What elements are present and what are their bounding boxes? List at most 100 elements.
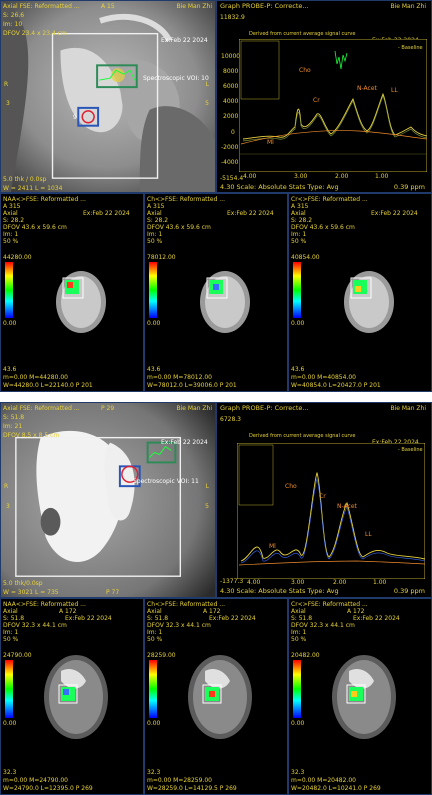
colorbar-min: 0.00 <box>291 320 305 327</box>
map-series: A 315 <box>3 203 21 210</box>
map-dfov: DFOV 43.6 x 59.6 cm <box>291 224 355 231</box>
map-date: Ex:Feb 22 2024 <box>227 210 274 217</box>
y-tick-7: -2000 <box>221 144 239 151</box>
bottom-map-cr[interactable]: Cr<>FSE: Reformatted ... A 172 Axial S: … <box>288 598 432 795</box>
map-dfov: DFOV 43.6 x 59.6 cm <box>147 224 211 231</box>
bottom-map-naa[interactable]: NAA<>FSE: Reformatted ... A 172 Axial S:… <box>0 598 144 795</box>
map-date: Ex:Feb 22 2024 <box>209 615 256 622</box>
map-window-level: W=24790.0 L=12395.0 P 269 <box>3 785 93 792</box>
x-tick-4: 1.00 <box>375 173 389 180</box>
colorbar-min: 0.00 <box>291 720 305 727</box>
colorbar-min: 0.00 <box>3 720 17 727</box>
y-tick-6: 0 <box>231 129 235 136</box>
graph-ppm: 0.39 ppm <box>393 183 425 191</box>
legend-title: Derived from current average signal curv… <box>249 31 356 37</box>
map-title: NAA<>FSE: Reformatted ... <box>3 196 86 203</box>
x-tick-1: 4.00 <box>247 579 261 586</box>
map-plane: Axial <box>147 608 162 615</box>
spectroscopic-voi-label: Spectroscopic VOI: 10 <box>143 75 209 82</box>
map-opacity: 50 % <box>291 636 307 643</box>
map-date: Ex:Feb 22 2024 <box>371 210 418 217</box>
map-slice: S: 28.2 <box>147 217 169 224</box>
x-tick-1: 4.00 <box>243 173 257 180</box>
map-title: Ch<>FSE: Reformatted ... <box>147 601 226 608</box>
colorbar-min: 0.00 <box>147 720 161 727</box>
thickness-label: 5.0 thk/0.0sp <box>3 580 43 587</box>
map-series: A 172 <box>203 608 221 615</box>
brain-thumbnail <box>56 271 106 333</box>
map-min-max: m=0.00 M=78012.00 <box>147 374 212 381</box>
top-axial-viewport[interactable]: Axial FSE: Reformatted ... A 15 Bie Man … <box>0 0 216 193</box>
bottom-spectrum-plot <box>237 443 425 579</box>
tick-3: 3 <box>6 100 10 107</box>
x-tick-4: 1.00 <box>373 579 387 586</box>
bottom-axial-viewport[interactable]: Axial FSE: Reformatted ... P 29 Bie Man … <box>0 402 216 598</box>
map-image-number: Im: 1 <box>147 231 163 238</box>
map-dfov: DFOV 32.3 x 44.1 cm <box>147 622 211 629</box>
peak-label-cr: Cr <box>313 97 320 104</box>
map-title: Cr<>FSE: Reformatted ... <box>291 601 368 608</box>
x-tick-3: 2.00 <box>333 579 347 586</box>
graph-scale-line: 4.30 Scale: Absolute Stats Type: Avg <box>220 587 339 595</box>
map-title: NAA<>FSE: Reformatted ... <box>3 601 86 608</box>
brain-thumbnail <box>344 271 394 333</box>
top-map-cho[interactable]: Ch<>FSE: Reformatted ... A 315 Axial S: … <box>144 193 288 392</box>
map-image-number: Im: 1 <box>3 231 19 238</box>
dfov-label: DFOV 8.5 x 8.5 cm <box>3 432 60 439</box>
x-tick-2: 3.00 <box>294 173 308 180</box>
bottom-graph-viewport[interactable]: Graph PROBE-P: Correcte... Bie Man Zhi 6… <box>216 402 432 598</box>
map-dfov: DFOV 32.3 x 44.1 cm <box>291 622 355 629</box>
peak-label-naa: N-Acet <box>337 503 357 510</box>
map-dfov: DFOV 32.3 x 44.1 cm <box>3 622 67 629</box>
axial-title: Axial FSE: Reformatted ... <box>3 3 80 10</box>
y-tick-5: 2000 <box>223 113 239 120</box>
map-fov-value: 43.6 <box>147 366 161 373</box>
colorbar-max: 20482.00 <box>291 652 320 659</box>
map-series: A 315 <box>147 203 165 210</box>
map-plane: Axial <box>3 210 18 217</box>
patient-name: Bie Man Zhi <box>176 3 212 10</box>
top-study-panel: Axial FSE: Reformatted ... A 15 Bie Man … <box>0 0 432 392</box>
map-opacity: 50 % <box>3 636 19 643</box>
colorbar-max: 28259.00 <box>147 652 176 659</box>
peak-label-mi: Ml <box>269 543 276 550</box>
map-opacity: 50 % <box>147 238 163 245</box>
graph-ymin-label: -5154.4 <box>220 175 244 182</box>
map-title: Ch<>FSE: Reformatted ... <box>147 196 226 203</box>
image-number: Im: 21 <box>3 423 23 430</box>
graph-ymin-label: -1377.3 <box>220 578 244 585</box>
bottom-map-cho[interactable]: Ch<>FSE: Reformatted ... A 172 Axial S: … <box>144 598 288 795</box>
roi-number: 9 <box>73 114 77 121</box>
orientation-right: R <box>4 483 9 490</box>
map-series: A 172 <box>347 608 365 615</box>
spectroscopic-voi-label: Spectroscopic VOI: 11 <box>133 478 199 485</box>
y-tick-2: 8000 <box>223 68 239 75</box>
axial-series-tag: P 29 <box>101 405 115 412</box>
map-slice: S: 51.8 <box>3 615 25 622</box>
map-plane: Axial <box>3 608 18 615</box>
map-date: Ex:Feb 22 2024 <box>65 615 112 622</box>
graph-title: Graph PROBE-P: Correcte... <box>220 404 309 412</box>
top-map-naa[interactable]: NAA<>FSE: Reformatted ... A 315 Axial S:… <box>0 193 144 392</box>
map-date: Ex:Feb 22 2024 <box>83 210 130 217</box>
bottom-study-panel: Axial FSE: Reformatted ... P 29 Bie Man … <box>0 402 432 795</box>
tick-5: 5 <box>205 100 209 107</box>
map-min-max: m=0.00 M=40854.00 <box>291 374 356 381</box>
y-tick-3: 6000 <box>223 83 239 90</box>
colorbar <box>149 660 157 718</box>
colorbar <box>293 262 301 318</box>
map-window-level: W=40854.0 L=20427.0 P 201 <box>291 382 381 389</box>
map-min-max: m=0.00 M=24790.00 <box>3 777 68 784</box>
peak-label-ll: LL <box>391 87 398 94</box>
top-graph-viewport[interactable]: Graph PROBE-P: Correcte... Bie Man Zhi 1… <box>216 0 432 193</box>
colorbar-max: 40854.00 <box>291 254 320 261</box>
slice-location: S: 26.6 <box>3 12 25 19</box>
graph-exam-date: Ex:Feb 22 2024 <box>372 439 419 446</box>
map-slice: S: 28.2 <box>3 217 25 224</box>
panel-separator <box>0 392 432 402</box>
brain-thumbnail <box>332 655 396 739</box>
orientation-right: R <box>4 81 9 88</box>
tick-3: 3 <box>6 503 10 510</box>
top-map-cr[interactable]: Cr<>FSE: Reformatted ... A 315 Axial S: … <box>288 193 432 392</box>
window-level: W = 3021 L = 735 <box>3 589 59 596</box>
